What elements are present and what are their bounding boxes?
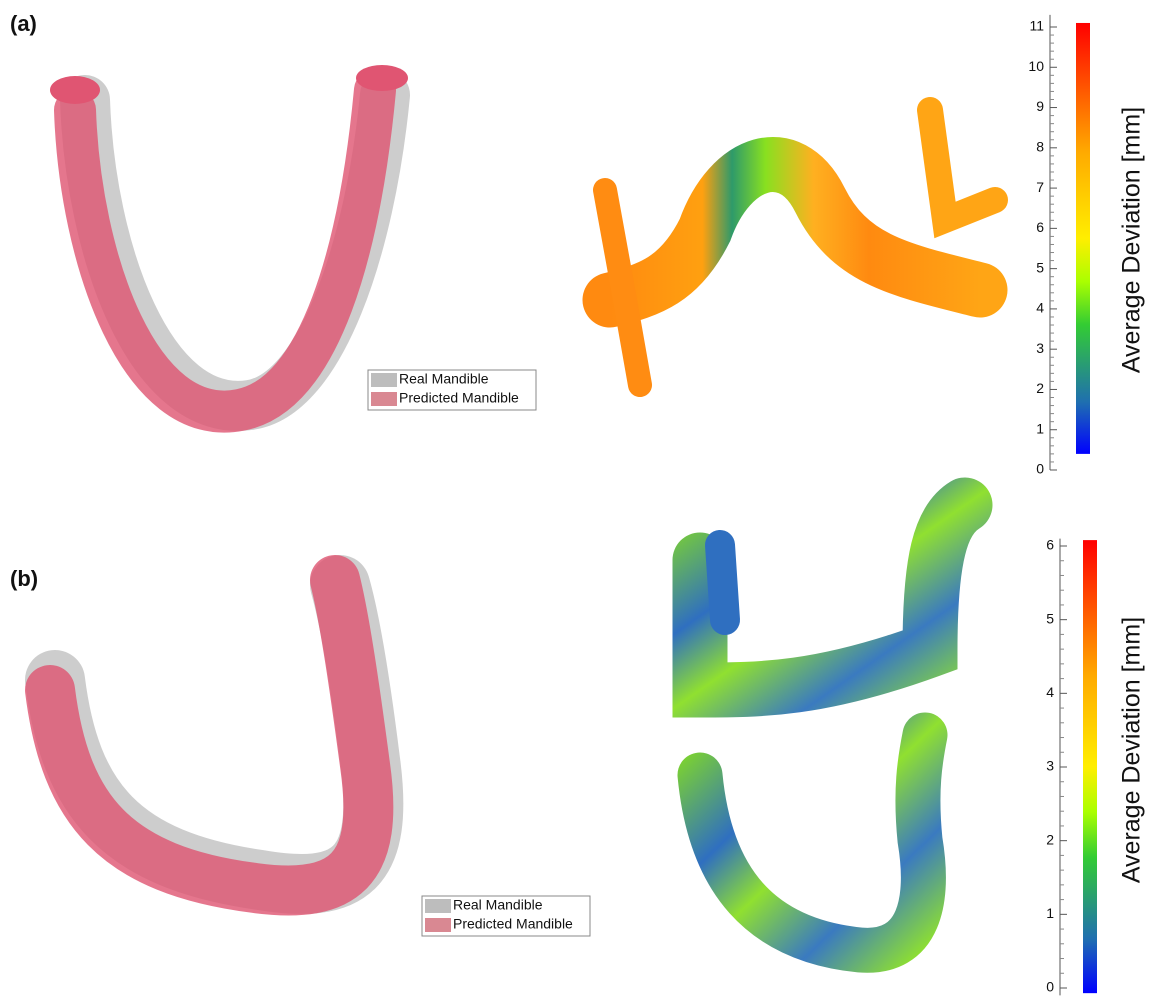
tick-label: 7 — [1036, 179, 1044, 195]
panel-label: (a) — [10, 11, 37, 36]
predicted-mandible — [54, 69, 396, 433]
tick-label: 1 — [1036, 420, 1044, 436]
deviation-mesh — [582, 137, 1008, 328]
tick-label: 3 — [1036, 340, 1044, 356]
colorbar — [1083, 540, 1097, 994]
legend-text: Predicted Mandible — [453, 916, 573, 932]
tick-label: 1 — [1046, 905, 1054, 921]
legend-swatch — [425, 899, 451, 913]
tick-label: 11 — [1029, 18, 1044, 34]
tick-label: 6 — [1036, 219, 1044, 235]
deviation-mesh — [917, 97, 1008, 239]
legend-text: Real Mandible — [399, 371, 489, 387]
deviation-mesh — [677, 712, 948, 973]
renderings — [25, 65, 1008, 973]
predicted-mandible — [25, 555, 394, 916]
legend-swatch — [371, 392, 397, 406]
tick-label: 9 — [1036, 98, 1044, 114]
deviation-mesh — [672, 477, 993, 718]
tick-label: 5 — [1036, 259, 1044, 275]
condyle — [356, 65, 408, 91]
tick-label: 2 — [1036, 380, 1044, 396]
tick-label: 5 — [1046, 610, 1054, 626]
tick-label: 8 — [1036, 139, 1044, 155]
colorbar — [1076, 22, 1090, 454]
colorbar-title: Average Deviation [mm] — [1118, 107, 1146, 373]
condyle — [50, 76, 100, 104]
tick-label: 2 — [1046, 831, 1054, 847]
legend-swatch — [425, 918, 451, 932]
tick-label: 4 — [1036, 300, 1044, 316]
tick-label: 0 — [1046, 979, 1054, 995]
colorbar-title: Average Deviation [mm] — [1118, 617, 1146, 883]
deviation-mesh — [593, 178, 652, 397]
tick-label: 3 — [1046, 758, 1054, 774]
tick-label: 4 — [1046, 684, 1054, 700]
panel-label: (b) — [10, 566, 38, 591]
legend-text: Predicted Mandible — [399, 390, 519, 406]
tick-label: 0 — [1036, 461, 1044, 477]
legend-swatch — [371, 373, 397, 387]
deviation-mesh — [705, 530, 740, 635]
tick-label: 10 — [1028, 58, 1044, 74]
legend-text: Real Mandible — [453, 897, 543, 913]
tick-label: 6 — [1046, 537, 1054, 553]
